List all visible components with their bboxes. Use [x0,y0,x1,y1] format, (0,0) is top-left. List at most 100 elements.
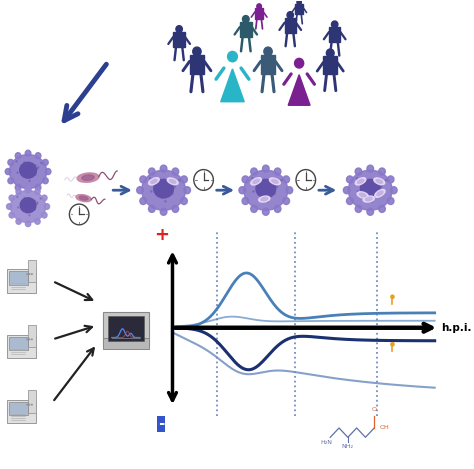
Ellipse shape [20,198,36,213]
FancyBboxPatch shape [7,269,36,293]
Ellipse shape [243,15,249,23]
FancyBboxPatch shape [7,334,36,358]
Ellipse shape [378,182,380,183]
Ellipse shape [29,215,30,216]
Ellipse shape [367,165,374,172]
Ellipse shape [172,191,173,192]
Ellipse shape [27,339,28,340]
FancyBboxPatch shape [103,312,148,346]
FancyBboxPatch shape [28,390,36,413]
Ellipse shape [252,177,253,179]
Ellipse shape [9,195,14,201]
Ellipse shape [359,193,366,197]
Ellipse shape [363,196,374,202]
FancyBboxPatch shape [28,260,36,282]
Ellipse shape [77,173,99,182]
Ellipse shape [159,179,160,180]
Ellipse shape [25,150,31,156]
Ellipse shape [253,191,254,192]
Ellipse shape [29,181,30,182]
Ellipse shape [287,12,293,18]
Ellipse shape [24,162,25,163]
Ellipse shape [242,197,249,204]
Ellipse shape [297,0,301,5]
FancyBboxPatch shape [240,22,252,38]
Ellipse shape [343,187,350,194]
FancyBboxPatch shape [295,4,303,15]
Ellipse shape [9,155,46,189]
Ellipse shape [377,191,383,196]
Ellipse shape [274,205,281,212]
Ellipse shape [35,184,41,190]
Text: +: + [154,226,169,244]
Ellipse shape [263,208,269,215]
FancyBboxPatch shape [255,8,263,19]
Ellipse shape [242,176,249,183]
Text: O: O [372,408,377,412]
Ellipse shape [365,179,366,180]
Ellipse shape [357,191,358,192]
Ellipse shape [165,201,166,202]
Ellipse shape [283,176,290,183]
Ellipse shape [274,182,275,183]
Ellipse shape [327,49,334,57]
Ellipse shape [32,164,33,165]
Ellipse shape [263,165,269,172]
Ellipse shape [357,179,364,183]
Ellipse shape [8,159,14,166]
Ellipse shape [44,204,50,209]
Ellipse shape [374,178,385,185]
Ellipse shape [360,179,380,198]
FancyBboxPatch shape [190,55,204,74]
Ellipse shape [35,200,36,201]
Ellipse shape [357,192,368,198]
FancyBboxPatch shape [9,337,27,350]
FancyBboxPatch shape [323,56,337,75]
Ellipse shape [391,187,397,194]
Ellipse shape [193,47,201,56]
Ellipse shape [31,404,33,405]
Ellipse shape [175,185,176,186]
Ellipse shape [294,58,304,68]
Ellipse shape [276,186,277,188]
Ellipse shape [5,168,11,174]
FancyBboxPatch shape [28,325,36,348]
Ellipse shape [16,189,21,195]
Ellipse shape [346,197,353,204]
Ellipse shape [154,179,173,198]
Text: -: - [158,416,164,431]
Ellipse shape [29,339,30,340]
Ellipse shape [24,197,25,198]
FancyBboxPatch shape [173,32,185,46]
Ellipse shape [194,170,213,190]
Ellipse shape [42,212,47,218]
Ellipse shape [148,178,159,185]
Ellipse shape [296,170,316,190]
Ellipse shape [379,168,385,175]
Ellipse shape [35,165,36,166]
Ellipse shape [31,273,33,275]
Ellipse shape [27,404,28,405]
Ellipse shape [264,47,272,56]
Ellipse shape [367,208,374,215]
Ellipse shape [348,170,392,210]
Ellipse shape [37,202,38,203]
Ellipse shape [172,193,173,195]
Ellipse shape [142,170,185,210]
Ellipse shape [7,204,12,209]
Ellipse shape [148,168,155,175]
FancyBboxPatch shape [103,338,149,349]
FancyBboxPatch shape [9,402,27,416]
Ellipse shape [281,180,282,181]
Ellipse shape [148,205,155,212]
Ellipse shape [35,207,36,208]
Ellipse shape [251,205,257,212]
Ellipse shape [160,208,167,215]
Ellipse shape [375,189,385,197]
Ellipse shape [277,185,278,186]
Ellipse shape [161,197,162,198]
Ellipse shape [15,153,21,159]
Ellipse shape [269,178,280,185]
Ellipse shape [37,167,39,168]
FancyBboxPatch shape [7,400,36,424]
